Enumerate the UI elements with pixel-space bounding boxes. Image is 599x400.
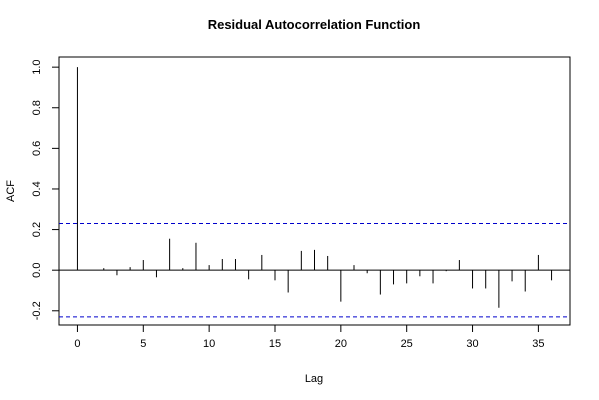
reference-lines — [59, 222, 570, 318]
y-tick-label: 0.8 — [31, 100, 43, 115]
y-tick-label: -0.2 — [31, 301, 43, 320]
y-tick-label: 0.6 — [31, 141, 43, 156]
y-tick-label: 0.4 — [31, 181, 43, 196]
x-tick-label: 15 — [269, 338, 281, 350]
chart-title: Residual Autocorrelation Function — [208, 17, 421, 32]
x-axis-label: Lag — [305, 373, 323, 385]
x-tick-label: 35 — [532, 338, 544, 350]
x-tick-label: 30 — [466, 338, 478, 350]
acf-bars — [76, 67, 553, 308]
y-axis: -0.2 0.0 0.2 0.4 0.6 0.8 1.0 — [31, 60, 60, 320]
y-axis-label: ACF — [5, 180, 17, 202]
x-tick-label: 5 — [140, 338, 146, 350]
plot-frame — [58, 56, 571, 326]
y-tick-label: 0.0 — [31, 263, 43, 278]
x-axis: 0 5 10 15 20 25 30 35 — [74, 324, 545, 350]
x-tick-label: 25 — [401, 338, 413, 350]
y-tick-label: 0.2 — [31, 222, 43, 237]
x-tick-label: 0 — [74, 338, 80, 350]
x-tick-label: 10 — [203, 338, 215, 350]
y-tick-label: 1.0 — [31, 60, 43, 75]
x-tick-label: 20 — [335, 338, 347, 350]
